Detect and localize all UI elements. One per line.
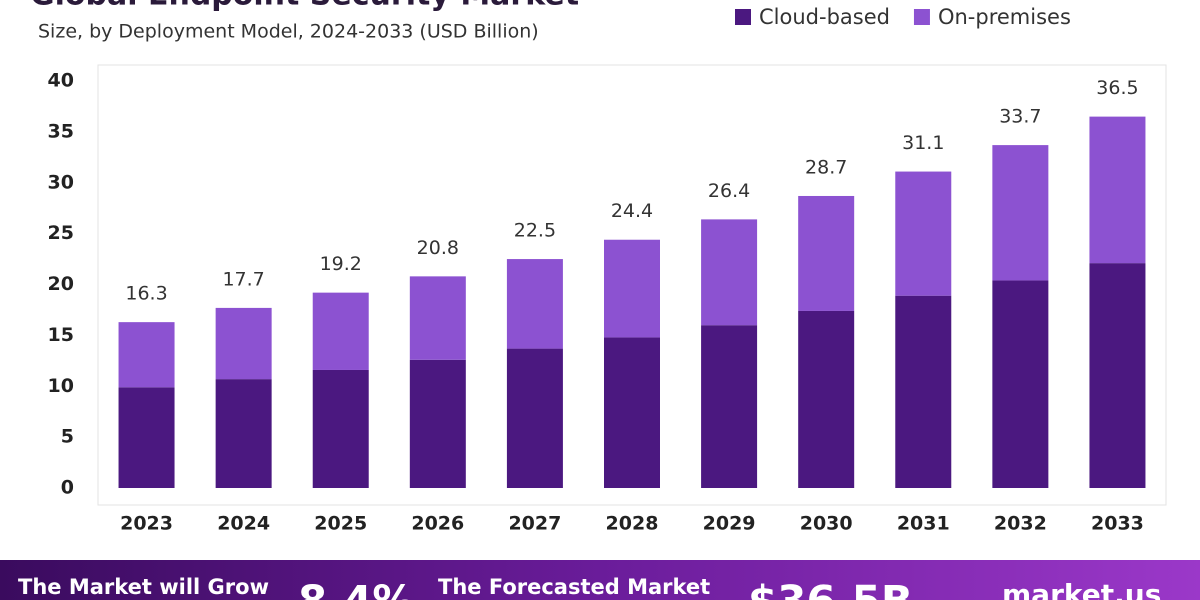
footer-banner	[0, 560, 1200, 600]
bar-segment	[701, 219, 758, 326]
bar-segment	[992, 280, 1049, 488]
legend-label: Cloud-based	[759, 5, 890, 29]
footer-growth-label: The Market will Grow	[18, 575, 269, 599]
x-tick-label: 2026	[411, 513, 464, 535]
bar-segment	[118, 322, 175, 388]
bar-segment	[992, 145, 1049, 281]
bar-segment	[215, 379, 272, 488]
bar-segment	[604, 337, 660, 488]
y-tick-label: 25	[48, 222, 74, 244]
y-tick-label: 15	[48, 324, 74, 346]
bar-segment	[506, 259, 563, 349]
y-tick-label: 35	[48, 120, 74, 142]
bar-segment	[312, 369, 369, 488]
chart-title: Global Endpoint Security Market	[30, 0, 579, 13]
bar-segment	[118, 387, 175, 488]
bar-segment	[312, 292, 369, 370]
bar-segment	[409, 276, 466, 360]
y-tick-label: 30	[48, 171, 74, 193]
total-label: 28.7	[805, 156, 847, 178]
total-label: 24.4	[611, 200, 653, 222]
x-tick-label: 2024	[217, 513, 270, 535]
x-tick-label: 2031	[897, 513, 950, 535]
total-label: 31.1	[902, 132, 944, 154]
total-label: 36.5	[1096, 77, 1138, 99]
total-label: 20.8	[417, 237, 459, 259]
footer-brand: market.us	[1002, 578, 1161, 600]
bar-segment	[895, 295, 952, 488]
plot-frame	[97, 64, 1167, 506]
x-tick-label: 2029	[703, 513, 756, 535]
y-tick-label: 10	[48, 375, 74, 397]
bar-segment	[701, 325, 758, 488]
x-tick-label: 2032	[994, 513, 1047, 535]
total-label: 17.7	[222, 268, 264, 290]
total-label: 33.7	[999, 106, 1041, 128]
y-tick-label: 40	[48, 70, 74, 92]
legend-swatch	[913, 9, 930, 25]
total-label: 26.4	[708, 180, 750, 202]
x-tick-label: 2023	[120, 513, 173, 535]
bar-segment	[895, 171, 952, 296]
y-tick-label: 0	[61, 477, 74, 499]
legend-swatch	[735, 9, 751, 25]
y-tick-label: 5	[61, 426, 74, 448]
footer-growth-value: 8.4%	[298, 577, 414, 600]
x-tick-label: 2027	[508, 513, 561, 535]
x-tick-label: 2028	[606, 513, 659, 535]
x-tick-label: 2025	[314, 513, 367, 535]
x-tick-label: 2033	[1091, 513, 1144, 535]
total-label: 19.2	[320, 253, 362, 275]
total-label: 16.3	[125, 283, 167, 305]
bar-segment	[798, 310, 855, 488]
bar-segment	[1089, 116, 1146, 264]
chart-subtitle: Size, by Deployment Model, 2024-2033 (US…	[38, 21, 539, 43]
total-label: 22.5	[514, 220, 556, 242]
bar-segment	[1089, 263, 1146, 488]
legend-label: On-premises	[938, 5, 1071, 29]
bar-segment	[409, 359, 466, 488]
bar-segment	[506, 348, 563, 488]
bar-segment	[798, 195, 855, 311]
bar-segment	[215, 307, 272, 380]
bar-segment	[604, 239, 660, 338]
y-tick-label: 20	[48, 273, 74, 295]
footer-forecast-value: $36.5B	[748, 577, 913, 600]
footer-forecast-label: The Forecasted Market	[438, 575, 710, 599]
x-tick-label: 2030	[800, 513, 853, 535]
